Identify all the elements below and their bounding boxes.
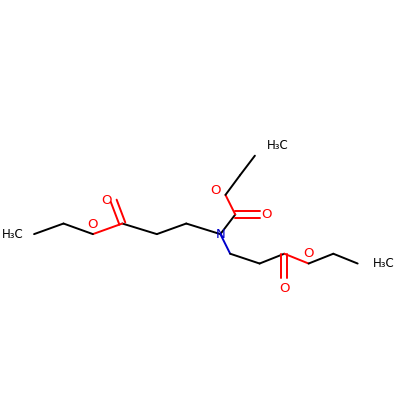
Text: N: N <box>216 228 225 241</box>
Text: O: O <box>101 194 112 207</box>
Text: O: O <box>303 247 314 260</box>
Text: H₃C: H₃C <box>267 139 288 152</box>
Text: O: O <box>279 282 290 295</box>
Text: O: O <box>88 218 98 231</box>
Text: O: O <box>210 184 221 198</box>
Text: H₃C: H₃C <box>373 257 395 270</box>
Text: H₃C: H₃C <box>2 228 23 241</box>
Text: O: O <box>261 208 272 221</box>
